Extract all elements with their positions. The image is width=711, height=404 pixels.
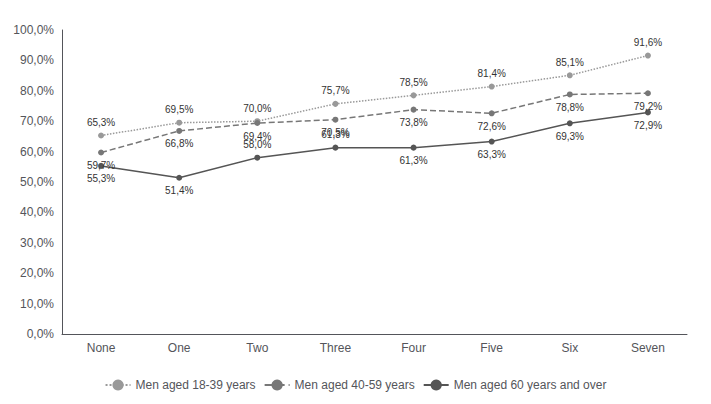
svg-text:72,6%: 72,6% xyxy=(478,121,506,132)
svg-text:Six: Six xyxy=(561,341,578,355)
svg-text:55,3%: 55,3% xyxy=(87,173,115,184)
svg-text:One: One xyxy=(168,341,191,355)
svg-text:Two: Two xyxy=(246,341,268,355)
svg-text:78,8%: 78,8% xyxy=(556,102,584,113)
svg-text:60,0%: 60,0% xyxy=(20,145,54,159)
svg-text:85,1%: 85,1% xyxy=(556,57,584,68)
svg-text:Three: Three xyxy=(320,341,352,355)
svg-text:Men aged 40-59 years: Men aged 40-59 years xyxy=(295,378,415,392)
svg-text:40,0%: 40,0% xyxy=(20,205,54,219)
svg-text:Men aged 60 years and over: Men aged 60 years and over xyxy=(454,378,607,392)
svg-text:Five: Five xyxy=(480,341,503,355)
svg-text:70,0%: 70,0% xyxy=(20,114,54,128)
svg-text:69,5%: 69,5% xyxy=(165,104,193,115)
svg-text:30,0%: 30,0% xyxy=(20,236,54,250)
svg-text:66,8%: 66,8% xyxy=(165,138,193,149)
svg-text:65,3%: 65,3% xyxy=(87,117,115,128)
svg-text:63,3%: 63,3% xyxy=(478,149,506,160)
svg-text:91,6%: 91,6% xyxy=(634,37,662,48)
svg-text:73,8%: 73,8% xyxy=(399,117,427,128)
svg-text:10,0%: 10,0% xyxy=(20,297,54,311)
svg-text:75,7%: 75,7% xyxy=(321,85,349,96)
svg-text:79,2%: 79,2% xyxy=(634,101,662,112)
svg-text:20,0%: 20,0% xyxy=(20,266,54,280)
svg-text:None: None xyxy=(87,341,116,355)
svg-text:69,3%: 69,3% xyxy=(556,131,584,142)
svg-text:81,4%: 81,4% xyxy=(478,68,506,79)
svg-text:50,0%: 50,0% xyxy=(20,175,54,189)
svg-text:0,0%: 0,0% xyxy=(27,327,55,341)
svg-text:90,0%: 90,0% xyxy=(20,53,54,67)
svg-text:72,9%: 72,9% xyxy=(634,120,662,131)
svg-text:Seven: Seven xyxy=(631,341,665,355)
svg-text:80,0%: 80,0% xyxy=(20,84,54,98)
svg-text:Four: Four xyxy=(401,341,426,355)
svg-text:61,3%: 61,3% xyxy=(321,129,349,140)
svg-text:61,3%: 61,3% xyxy=(399,155,427,166)
svg-text:69,4%: 69,4% xyxy=(243,130,272,142)
svg-text:58,0%: 58,0% xyxy=(243,139,271,150)
svg-text:78,5%: 78,5% xyxy=(399,77,427,88)
svg-text:Men aged 18-39 years: Men aged 18-39 years xyxy=(136,378,256,392)
svg-text:51,4%: 51,4% xyxy=(165,185,193,196)
svg-text:70,0%: 70,0% xyxy=(243,103,271,114)
svg-text:100,0%: 100,0% xyxy=(13,23,54,37)
svg-text:59,7%: 59,7% xyxy=(87,160,115,171)
